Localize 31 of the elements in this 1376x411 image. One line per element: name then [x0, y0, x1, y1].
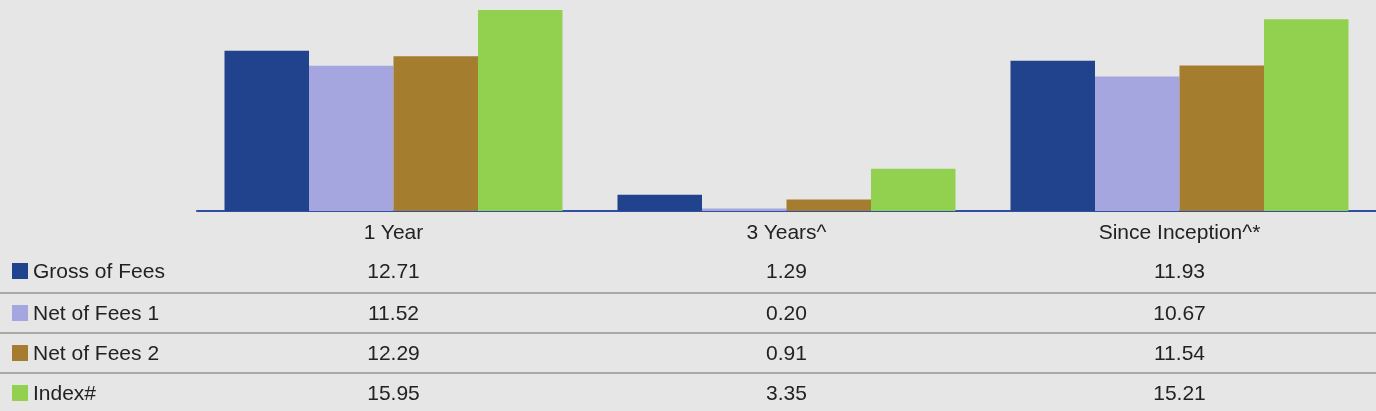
data-label: 12.29 — [366, 340, 421, 366]
x-tick-label: 3 Years^ — [746, 220, 827, 243]
bar — [1263, 19, 1349, 211]
data-label: 11.52 — [367, 300, 420, 326]
data-label: 15.21 — [1152, 380, 1207, 406]
data-label: 10.67 — [1152, 300, 1207, 326]
bar — [1010, 60, 1096, 211]
data-label: 0.20 — [765, 300, 808, 326]
bar — [617, 194, 703, 211]
data-label: 11.93 — [1153, 258, 1206, 284]
data-label: 15.95 — [366, 380, 421, 406]
bar — [224, 50, 310, 211]
legend-label: Net of Fees 2 — [33, 341, 160, 365]
legend-label: Net of Fees 1 — [33, 301, 160, 325]
legend-label: Index# — [33, 381, 97, 405]
data-label: 12.71 — [366, 258, 421, 284]
data-label: 0.91 — [765, 340, 808, 366]
bar — [309, 65, 394, 211]
bar — [786, 199, 871, 211]
data-label: 3.35 — [765, 380, 808, 406]
legend-label: Gross of Fees — [33, 259, 165, 283]
data-label: 11.54 — [1153, 340, 1206, 366]
bar — [478, 10, 563, 211]
x-tick-label: 1 Year — [363, 220, 424, 243]
bar — [871, 168, 956, 211]
bar — [702, 208, 787, 211]
x-tick-label: Since Inception^* — [1098, 220, 1261, 243]
data-label: 1.29 — [765, 258, 808, 284]
bar — [393, 56, 478, 211]
bar — [1095, 76, 1180, 211]
bar — [1179, 65, 1264, 211]
